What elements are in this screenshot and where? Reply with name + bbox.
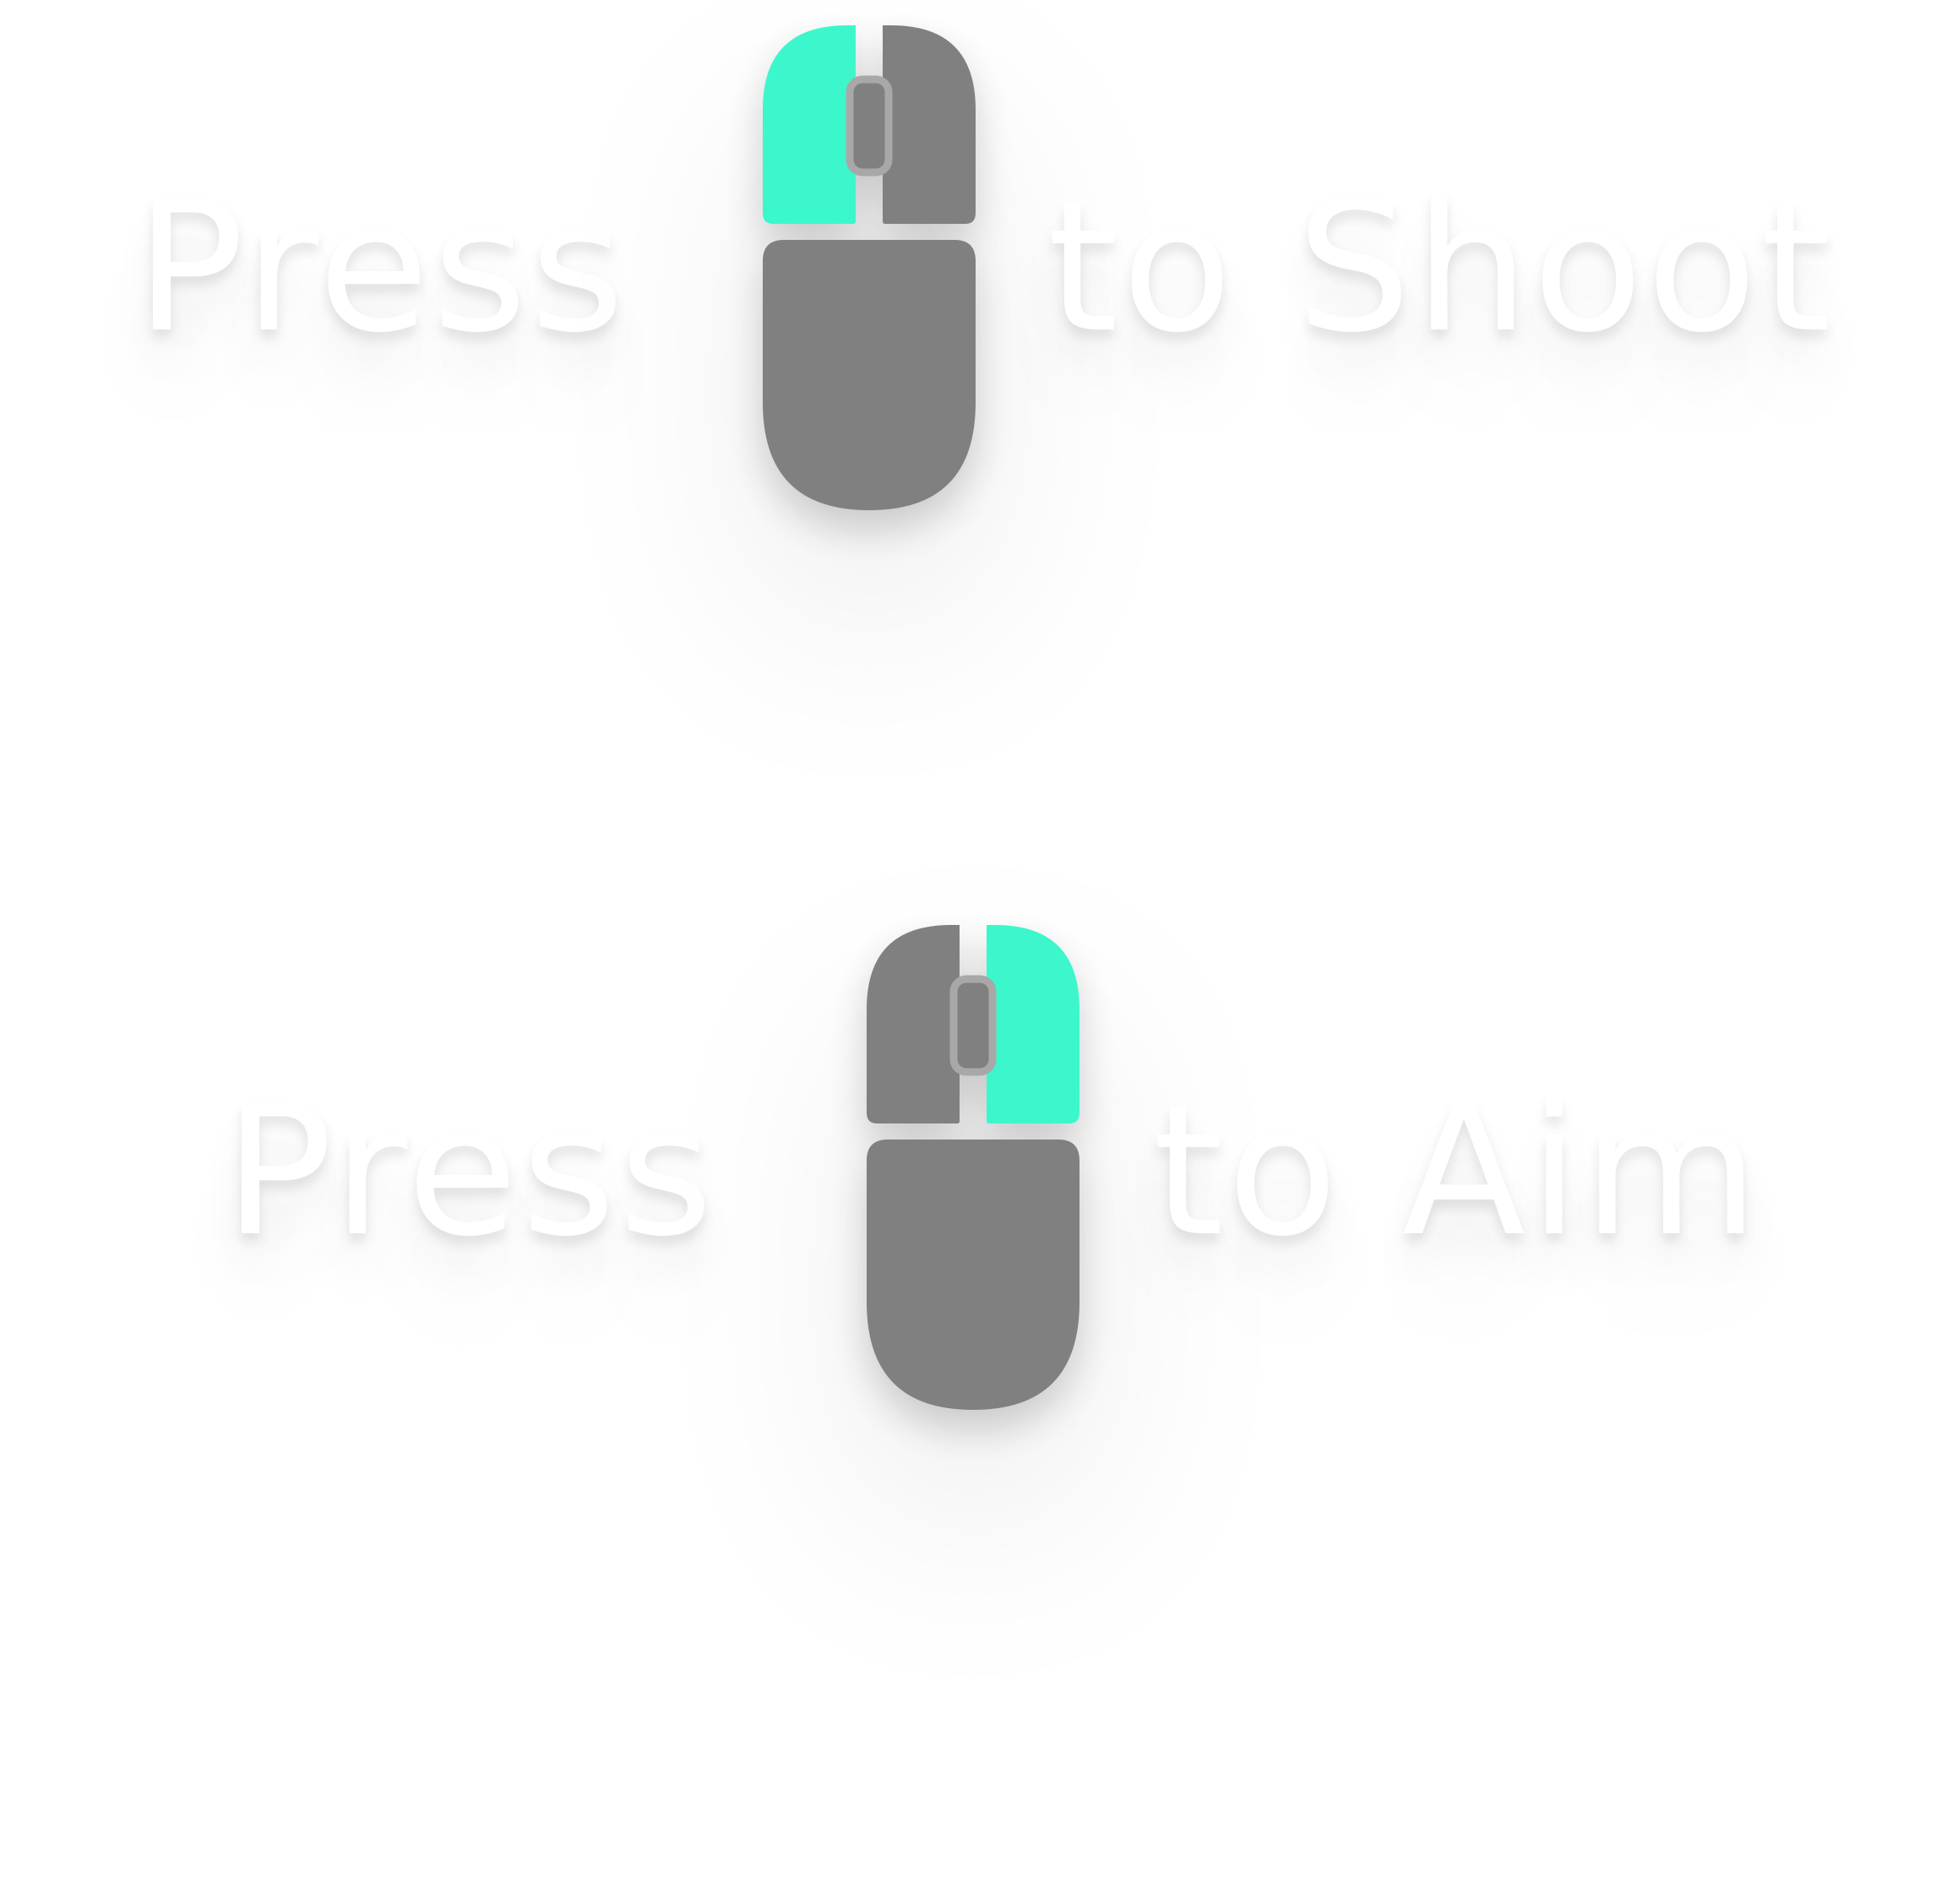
- mouse-body: [763, 240, 976, 510]
- mouse-left-click-icon: [763, 25, 976, 510]
- scroll-wheel: [949, 975, 997, 1076]
- aim-hint: Press to Aim: [0, 895, 1936, 1904]
- mouse-right-click-icon: [867, 925, 1079, 1410]
- mouse-right-button: [987, 925, 1079, 1123]
- mouse-right-button: [883, 25, 976, 224]
- press-label: Press: [135, 162, 628, 373]
- scroll-wheel: [846, 75, 893, 177]
- mouse-left-button: [867, 925, 960, 1123]
- mouse-left-button: [763, 25, 856, 224]
- mouse-body: [867, 1140, 1079, 1410]
- action-label: to Aim: [1153, 1066, 1763, 1276]
- press-label: Press: [224, 1066, 717, 1276]
- action-label: to Shoot: [1047, 162, 1835, 373]
- shoot-hint: Press to Shoot: [0, 0, 1936, 895]
